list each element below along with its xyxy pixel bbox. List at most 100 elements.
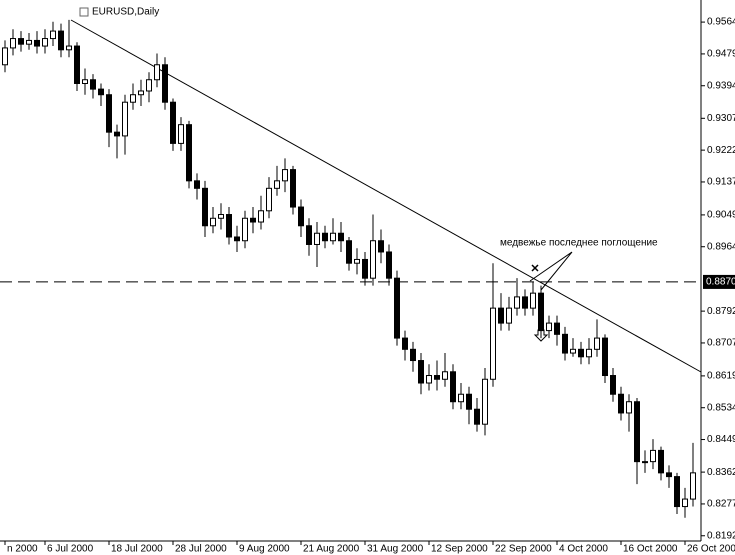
candle-body (442, 371, 448, 380)
candle-body (130, 94, 136, 103)
candle-body (202, 187, 208, 227)
cross-marker (531, 264, 539, 272)
candle-body (554, 322, 560, 335)
y-tick-label: 0.8792 (707, 306, 735, 317)
x-tick-label: 18 Jul 2000 (111, 544, 163, 555)
candle-body (410, 348, 416, 362)
y-tick-label: 0.9307 (707, 113, 735, 124)
candle-body (482, 378, 488, 425)
candle-body (226, 214, 232, 238)
candle-body (154, 64, 160, 81)
level-label-bg (703, 274, 735, 289)
y-tick-label: 0.8619 (707, 371, 735, 382)
candle-body (106, 94, 112, 133)
candle-body (610, 375, 616, 395)
candle-body (354, 258, 360, 264)
chart-title: EURUSD,Daily (92, 7, 159, 18)
candle-body (362, 258, 368, 279)
candle-body (666, 472, 672, 478)
candle-body (602, 337, 608, 377)
candle-body (626, 401, 632, 414)
x-tick-label: n 2000 (7, 544, 38, 555)
candle-body (66, 45, 72, 51)
candle-body (690, 472, 696, 500)
candle-body (658, 449, 664, 474)
candle-body (74, 45, 80, 84)
x-tick-label: 28 Jul 2000 (175, 544, 227, 555)
candle-body (170, 101, 176, 144)
candle-body (98, 88, 104, 96)
candle-body (82, 79, 88, 84)
x-tick-label: 31 Aug 2000 (367, 544, 424, 555)
y-tick-label: 0.8277 (707, 499, 735, 510)
candle-body (578, 348, 584, 358)
candle-body (522, 296, 528, 309)
candle-body (250, 217, 256, 223)
candle-body (394, 277, 400, 339)
candle-body (58, 30, 64, 51)
y-tick-label: 0.9049 (707, 210, 735, 221)
candle-body (34, 39, 40, 47)
candle-body (186, 124, 192, 182)
candle-body (2, 47, 8, 66)
candle-body (194, 180, 200, 189)
candle-body (466, 393, 472, 410)
x-tick-label: 4 Oct 2000 (559, 544, 608, 555)
candle-body (594, 337, 600, 350)
annotation-pointer (529, 251, 573, 291)
x-tick-label: 12 Sep 2000 (431, 544, 488, 555)
candle-body (234, 236, 240, 242)
candle-body (474, 408, 480, 425)
candle-body (162, 64, 168, 103)
y-tick-label: 0.9137 (707, 177, 735, 188)
candle-body (530, 292, 536, 309)
candle-body (562, 333, 568, 354)
candle-body (450, 371, 456, 403)
y-tick-label: 0.9564 (707, 17, 735, 28)
annotation: медвежье последнее поглощение (500, 238, 658, 249)
candle-body (210, 217, 216, 227)
x-tick-label: 16 Oct 2000 (623, 544, 678, 555)
candle-body (18, 38, 24, 45)
y-tick-label: 0.8362 (707, 467, 735, 478)
y-tick-label: 0.8192 (707, 530, 735, 541)
candle-body (50, 30, 56, 40)
y-tick-label: 0.8534 (707, 402, 735, 413)
candle-body (618, 393, 624, 414)
candle-body (90, 79, 96, 90)
candle-body (378, 240, 384, 253)
trend-line (70, 19, 702, 373)
y-tick-label: 0.9222 (707, 145, 735, 156)
x-tick-label: 6 Jul 2000 (47, 544, 94, 555)
candle-body (634, 401, 640, 463)
candle-body (402, 337, 408, 350)
candle-body (338, 232, 344, 242)
candle-body (242, 217, 248, 242)
candle-body (346, 240, 352, 264)
candle-body (458, 393, 464, 403)
candle-body (370, 240, 376, 279)
candle-body (314, 232, 320, 245)
level-label: 0.8870 (706, 277, 735, 288)
candle-body (218, 214, 224, 219)
candle-body (506, 307, 512, 324)
candle-body (306, 225, 312, 245)
x-tick-label: 21 Aug 2000 (303, 544, 360, 555)
x-tick-label: 22 Sep 2000 (495, 544, 552, 555)
candle-body (290, 169, 296, 208)
candle-body (274, 180, 280, 189)
candle-body (42, 38, 48, 47)
candle-body (434, 375, 440, 380)
candle-body (114, 131, 120, 137)
candle-body (650, 449, 656, 463)
candle-body (570, 348, 576, 354)
candle-body (138, 90, 144, 96)
x-tick-label: 9 Aug 2000 (239, 544, 290, 555)
candle-body (178, 124, 184, 144)
candle-body (122, 101, 128, 137)
candle-body (330, 232, 336, 242)
candle-body (682, 498, 688, 508)
y-tick-label: 0.9394 (707, 80, 735, 91)
